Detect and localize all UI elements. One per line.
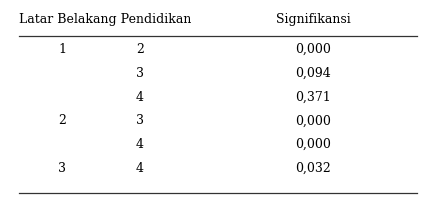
Text: 4: 4 — [136, 162, 144, 175]
Text: 0,000: 0,000 — [295, 138, 331, 151]
Text: 0,032: 0,032 — [296, 162, 331, 175]
Text: 2: 2 — [136, 43, 144, 56]
Text: 4: 4 — [136, 138, 144, 151]
Text: 0,000: 0,000 — [295, 43, 331, 56]
Text: 3: 3 — [58, 162, 66, 175]
Text: 3: 3 — [136, 67, 144, 80]
Text: 0,000: 0,000 — [295, 114, 331, 128]
Text: 3: 3 — [136, 114, 144, 128]
Text: 2: 2 — [58, 114, 66, 128]
Text: 1: 1 — [58, 43, 66, 56]
Text: 0,094: 0,094 — [296, 67, 331, 80]
Text: 4: 4 — [136, 91, 144, 104]
Text: 0,371: 0,371 — [296, 91, 331, 104]
Text: Latar Belakang Pendidikan: Latar Belakang Pendidikan — [19, 13, 191, 26]
Text: Signifikansi: Signifikansi — [276, 13, 351, 26]
